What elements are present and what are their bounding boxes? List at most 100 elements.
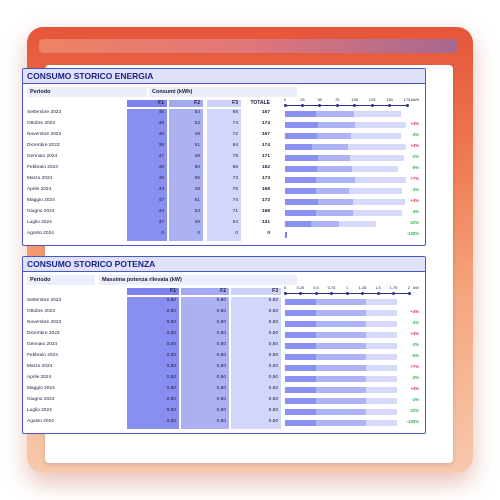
- power-cell-f2: 0,80: [216, 419, 226, 424]
- energy-bar-f3: [352, 209, 403, 216]
- energy-bar-f3: [353, 198, 405, 205]
- energy-row-period: Gennaio 2024: [27, 154, 58, 159]
- energy-cell-f3: 54: [232, 220, 238, 225]
- energy-period-label: Periodo: [27, 87, 147, 97]
- power-axis-tick-label: 1.5: [375, 285, 381, 290]
- power-cell-f2: 0,80: [216, 408, 226, 413]
- power-cell-f3: 0,50: [268, 364, 278, 369]
- energy-bar-f1: [285, 198, 318, 205]
- energy-axis-tick: [353, 104, 357, 107]
- energy-cell-total: 171: [261, 154, 270, 159]
- energy-cell-f1: 45: [158, 176, 164, 181]
- energy-cell-f1: 47: [158, 154, 164, 159]
- energy-row-period: Marzo 2024: [27, 176, 53, 181]
- energy-axis-tick-label: 0: [283, 97, 287, 102]
- power-bar-f2: [316, 309, 366, 316]
- power-cell-f3: 0,50: [268, 331, 278, 336]
- energy-colhead-f1: F1: [127, 100, 167, 107]
- power-row-period: Settembre 2023: [27, 298, 62, 303]
- power-row-period: Dicembre 2023: [27, 331, 60, 336]
- power-axis-tick-label: 0.25: [296, 285, 305, 290]
- energy-axis-tick-label: 125: [368, 97, 376, 102]
- power-row-period: Agosto 2024: [27, 419, 54, 424]
- power-bar-f1: [285, 386, 316, 393]
- power-axis-tick: [407, 292, 411, 295]
- power-cell-f1: 0,50: [166, 375, 176, 380]
- energy-cell-f2: 51: [194, 198, 200, 203]
- power-cell-f1: 0,50: [166, 364, 176, 369]
- power-axis-tick-label: 0.75: [327, 285, 336, 290]
- power-bar-f1: [285, 419, 316, 426]
- energy-cell-f1: 44: [158, 209, 164, 214]
- energy-axis-tick: [318, 104, 322, 107]
- energy-bar-f2: [315, 187, 350, 194]
- power-bar-f2: [316, 298, 366, 305]
- energy-bar-f1: [285, 132, 318, 139]
- energy-cell-total: 173: [261, 176, 270, 181]
- energy-row-delta: -3%: [411, 187, 419, 192]
- energy-history-panel: CONSUMO STORICO ENERGIA Periodo Consumi …: [22, 68, 426, 246]
- power-bar-f3: [365, 364, 397, 371]
- energy-bar-f1: [285, 165, 318, 172]
- energy-cell-f1: 47: [158, 198, 164, 203]
- power-cell-f1: 0,50: [166, 419, 176, 424]
- energy-bar-f2: [317, 198, 354, 205]
- energy-bar-f3: [349, 154, 405, 161]
- energy-row-delta: -4%: [411, 209, 419, 214]
- energy-bar-f2: [312, 143, 348, 150]
- energy-cell-f3: 72: [232, 132, 238, 137]
- energy-cell-f3: 74: [232, 198, 238, 203]
- power-cell-f1: 0,50: [166, 331, 176, 336]
- energy-col-bg-f1: [127, 109, 167, 241]
- power-bar-f2: [316, 320, 366, 327]
- energy-cell-f2: 53: [194, 209, 200, 214]
- power-row-period: Novembre 2023: [27, 320, 62, 325]
- energy-cell-total: 0: [267, 231, 270, 236]
- energy-row-period: Maggio 2024: [27, 198, 55, 203]
- energy-bar-zero: [285, 231, 287, 238]
- energy-cell-f3: 68: [232, 110, 238, 115]
- energy-bar-f2: [310, 220, 339, 227]
- power-axis-tick-label: 1.25: [358, 285, 367, 290]
- energy-cell-total: 167: [261, 132, 270, 137]
- energy-bar-f2: [317, 165, 352, 172]
- power-cell-f2: 0,80: [216, 298, 226, 303]
- power-bar-f3: [365, 353, 397, 360]
- energy-colhead-total: TOTALE: [250, 100, 270, 106]
- power-row-period: Aprile 2024: [27, 375, 52, 380]
- energy-cell-f3: 76: [232, 187, 238, 192]
- energy-bar-f3: [338, 220, 377, 227]
- power-row-delta: +4%: [410, 309, 420, 314]
- energy-bar-f1: [285, 187, 316, 194]
- energy-row-period: Luglio 2024: [27, 220, 52, 225]
- power-bar-f2: [316, 397, 366, 404]
- page-footer: [27, 463, 473, 473]
- top-bar: [39, 39, 457, 53]
- energy-cell-f1: 46: [158, 165, 164, 170]
- energy-bar-f3: [351, 132, 402, 139]
- energy-cell-f1: 45: [158, 110, 164, 115]
- power-bar-f2: [316, 386, 366, 393]
- power-axis-tick-label: 0: [283, 285, 287, 290]
- power-cell-f3: 0,50: [268, 397, 278, 402]
- power-cell-f1: 0,50: [166, 320, 176, 325]
- energy-cell-f2: 40: [194, 220, 200, 225]
- power-axis-tick: [299, 292, 302, 295]
- energy-bar-f3: [351, 165, 398, 172]
- power-bar-f2: [316, 342, 366, 349]
- power-row-delta: +7%: [410, 364, 420, 369]
- power-bar-f1: [285, 309, 316, 316]
- energy-axis-line: [285, 105, 407, 106]
- energy-axis-tick-label: 175: [403, 97, 411, 102]
- energy-cell-f2: 54: [194, 110, 200, 115]
- energy-bar-f2: [316, 110, 354, 117]
- power-cell-f2: 0,80: [216, 386, 226, 391]
- energy-axis-tick-label: 50: [317, 97, 323, 102]
- energy-cell-total: 174: [261, 143, 270, 148]
- power-bar-f3: [365, 342, 397, 349]
- energy-cell-f2: 46: [194, 154, 200, 159]
- energy-group-label: Consumi (kWh): [149, 87, 297, 97]
- power-row-delta: -2%: [411, 342, 419, 347]
- energy-cell-f2: 49: [194, 132, 200, 137]
- power-colhead-f2: F2: [181, 288, 229, 295]
